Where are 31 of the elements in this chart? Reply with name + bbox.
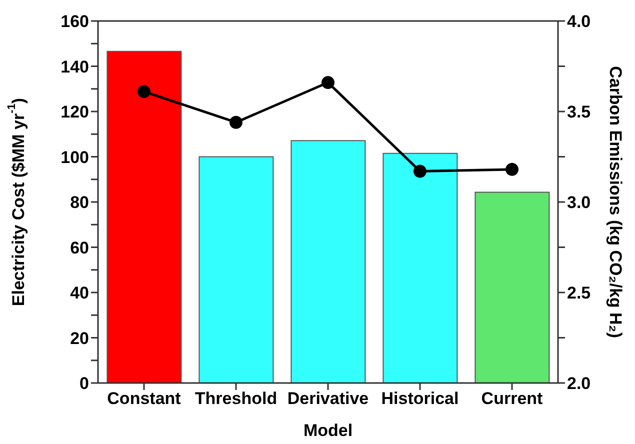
y-tick-label: 160 — [60, 12, 89, 32]
y-tick-label: 40 — [70, 284, 89, 303]
x-tick-label: Constant — [107, 389, 182, 408]
y-tick-label: 20 — [70, 328, 89, 348]
x-tick-label: Derivative — [287, 389, 369, 408]
y2-axis-title: Carbon Emissions (kg CO₂/kg H₂) — [606, 66, 626, 338]
bar — [106, 50, 182, 383]
y2-tick-label: 4.0 — [567, 12, 591, 32]
y-tick-label: 100 — [60, 148, 89, 167]
point — [138, 85, 150, 98]
x-tick-label: Historical — [381, 389, 459, 408]
point — [230, 116, 242, 129]
point — [322, 76, 334, 90]
y-tick-label: 120 — [60, 102, 89, 122]
x-tick-label: Threshold — [194, 389, 278, 408]
y-tick-label: 0 — [80, 374, 89, 394]
y-tick-label: 140 — [60, 57, 89, 76]
y2-tick-label: 3.0 — [567, 193, 591, 212]
bar — [198, 156, 274, 383]
y-tick-label: 60 — [70, 238, 89, 258]
x-tick-label: Current — [481, 389, 544, 408]
bar — [382, 152, 458, 383]
y-tick-label: 80 — [70, 193, 89, 212]
y2-tick-label: 2.5 — [567, 284, 591, 303]
x-axis-title: Model — [303, 421, 353, 440]
point — [414, 164, 426, 178]
y2-tick-label: 3.5 — [567, 102, 591, 122]
bar — [290, 140, 366, 383]
bar — [474, 192, 550, 383]
point — [506, 162, 518, 176]
y2-tick-label: 2.0 — [567, 374, 591, 394]
